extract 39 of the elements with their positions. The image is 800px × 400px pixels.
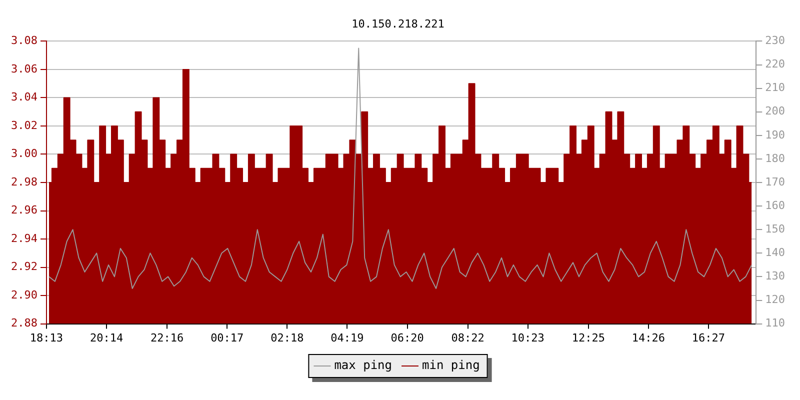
x-tick-label: 08:22 (451, 331, 484, 344)
legend-label: max ping (334, 358, 392, 372)
y2-tick-label: 190 (765, 128, 786, 142)
y-tick-label: 3.04 (10, 90, 38, 104)
x-tick-label: 20:14 (90, 331, 124, 344)
x-tick-label: 14:26 (632, 331, 666, 344)
y2-tick-label: 120 (765, 293, 786, 306)
y-tick-label: 2.98 (10, 175, 38, 188)
y2-tick-label: 220 (765, 58, 786, 71)
x-tick-label: 00:17 (210, 331, 244, 344)
x-tick-label: 16:27 (692, 331, 726, 344)
y2-tick-label: 180 (765, 152, 786, 165)
x-tick-label: 12:25 (572, 331, 605, 344)
x-tick-label: 04:19 (330, 331, 364, 344)
x-tick-label: 06:20 (390, 331, 424, 344)
y2-tick-label: 170 (765, 175, 786, 188)
y-tick-label: 2.94 (10, 232, 38, 245)
x-tick-label: 18:13 (30, 331, 64, 344)
y-tick-label: 2.96 (10, 204, 38, 217)
x-tick-label: 02:18 (270, 331, 304, 344)
chart-title: 10.150.218.221 (352, 17, 444, 30)
legend-label: min ping (422, 358, 480, 372)
y2-tick-label: 160 (765, 198, 786, 212)
y-tick-label: 2.90 (10, 288, 38, 302)
y-tick-label: 3.08 (10, 34, 38, 48)
y2-tick-label: 210 (765, 81, 786, 94)
y-tick-label: 2.88 (10, 316, 38, 330)
y2-tick-label: 200 (765, 104, 786, 118)
y-tick-label: 3.06 (10, 62, 38, 76)
y-tick-label: 3.00 (10, 147, 38, 160)
y-tick-label: 2.92 (10, 260, 38, 274)
y-tick-label: 3.02 (10, 118, 38, 132)
x-tick-label: 22:16 (150, 331, 184, 344)
y2-tick-label: 130 (765, 270, 786, 283)
y2-tick-label: 230 (765, 34, 786, 48)
y2-tick-label: 150 (765, 222, 786, 236)
x-tick-label: 10:23 (511, 331, 544, 344)
y2-tick-label: 110 (765, 316, 786, 330)
y2-tick-label: 140 (765, 246, 786, 260)
